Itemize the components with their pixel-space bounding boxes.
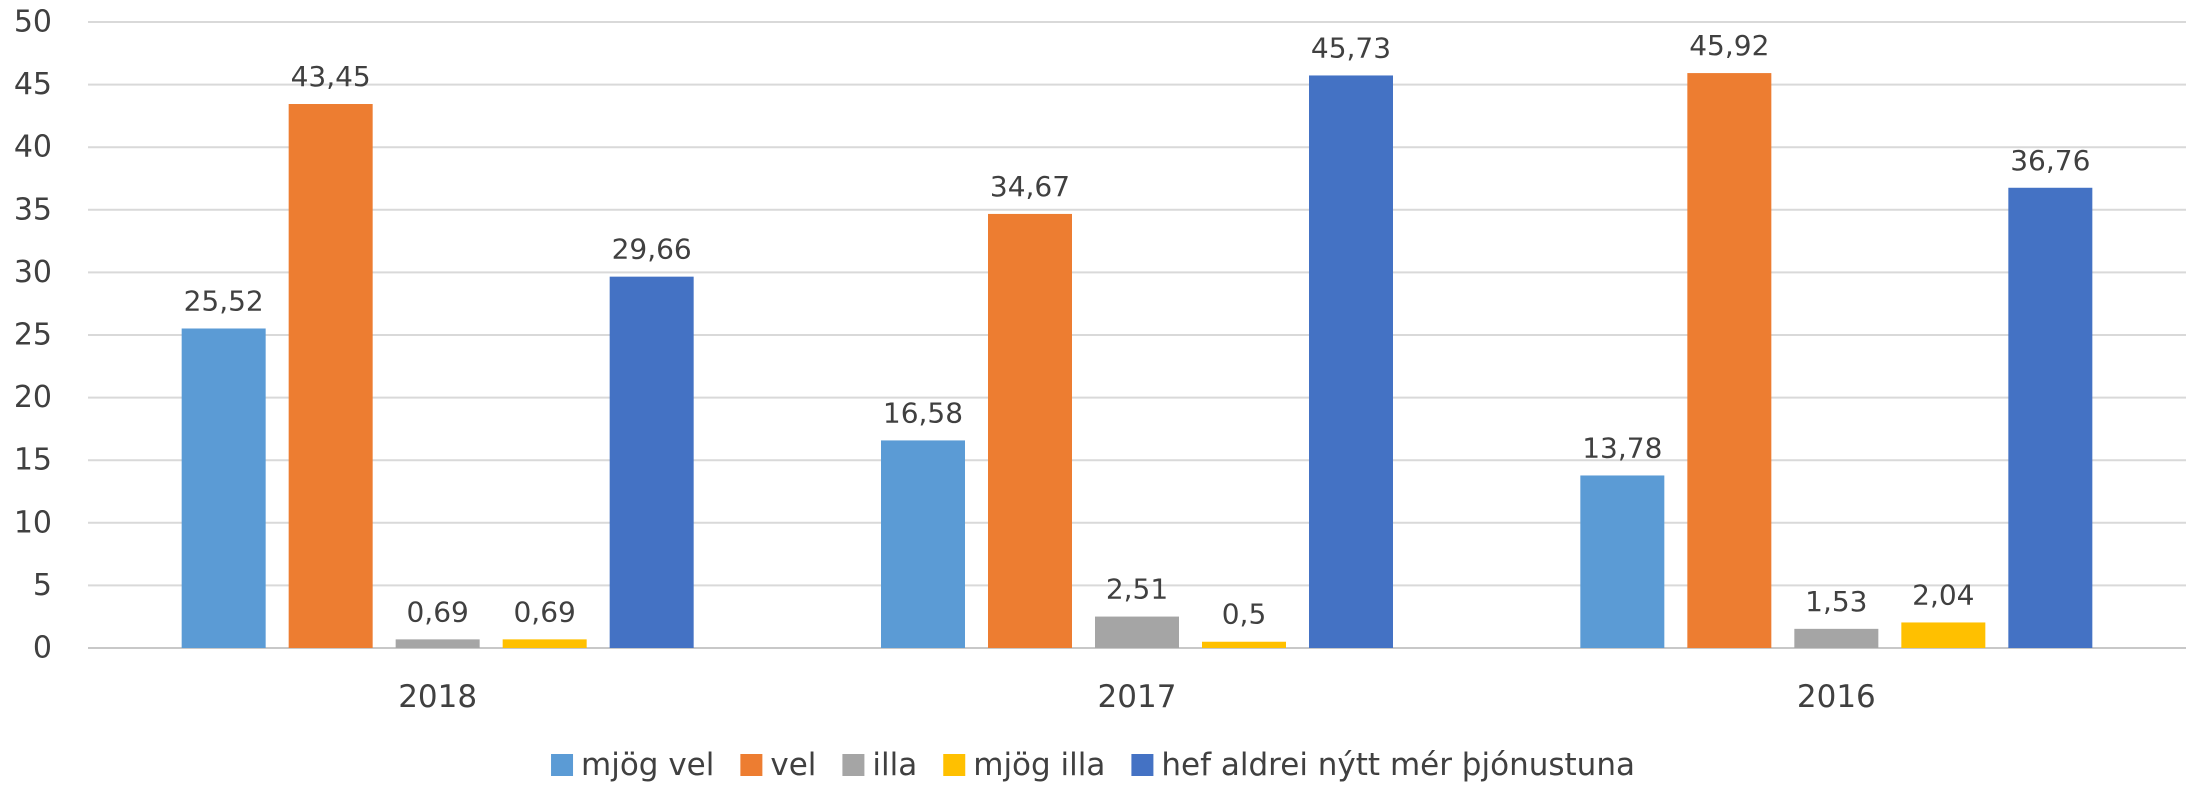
bar: [288, 104, 373, 649]
data-label: 36,76: [2010, 144, 2090, 177]
bar: [1794, 628, 1879, 648]
bar: [1687, 73, 1772, 648]
data-label: 34,67: [990, 170, 1070, 203]
data-labels: 25,52 43,45 0,69 0,69 29,66 16,58 34,67 2,51 0,5…: [184, 29, 2091, 631]
y-tick-label: 0: [33, 631, 52, 666]
y-axis-ticks: 0 5 10 15 20 25 30 35 40 45 50: [14, 5, 52, 666]
legend-entry-label: mjög illa: [973, 747, 1105, 783]
x-category-label: 2016: [1797, 679, 1876, 715]
legend: mjög vel vel illa mjög illa hef aldrei nýtt …: [551, 747, 1635, 783]
data-label: 13,78: [1582, 431, 1662, 464]
x-category-label: 2017: [1098, 679, 1177, 715]
y-tick-label: 30: [14, 255, 52, 290]
bars: [181, 73, 2093, 649]
y-tick-label: 20: [14, 380, 52, 415]
bar: [609, 276, 694, 648]
legend-swatch: [943, 754, 966, 776]
y-tick-label: 50: [14, 5, 52, 40]
y-tick-label: 15: [14, 443, 52, 478]
x-category-label: 2018: [398, 679, 477, 715]
legend-entry-label: hef aldrei nýtt mér þjónustuna: [1161, 747, 1635, 783]
y-tick-label: 25: [14, 318, 52, 353]
bar: [1202, 641, 1286, 648]
data-label: 2,51: [1106, 573, 1168, 606]
data-label: 0,5: [1222, 598, 1267, 631]
bar: [2008, 187, 2093, 648]
y-tick-label: 40: [14, 130, 52, 165]
legend-swatch: [740, 754, 763, 776]
legend-entry-label: mjög vel: [581, 747, 714, 783]
bar: [395, 639, 480, 648]
x-axis-categories: 2018 2017 2016: [398, 679, 1876, 715]
bar: [1901, 622, 1986, 648]
legend-swatch: [842, 754, 865, 776]
data-label: 0,69: [406, 595, 468, 628]
bar: [1095, 616, 1179, 648]
data-label: 16,58: [883, 396, 963, 429]
data-label: 25,52: [184, 284, 264, 317]
bar: [181, 328, 266, 648]
data-label: 1,53: [1805, 585, 1867, 618]
bar: [502, 639, 587, 648]
y-tick-label: 10: [14, 505, 52, 540]
y-tick-label: 5: [33, 568, 52, 603]
data-label: 0,69: [513, 595, 575, 628]
legend-swatch: [551, 754, 574, 776]
y-tick-label: 35: [14, 192, 52, 227]
bar: [1309, 75, 1393, 649]
data-label: 2,04: [1912, 578, 1974, 611]
data-label: 45,92: [1689, 29, 1769, 62]
bar: [1580, 475, 1665, 648]
legend-entry-label: illa: [872, 747, 917, 783]
legend-entry-label: vel: [770, 747, 816, 783]
data-label: 45,73: [1311, 31, 1391, 64]
gridlines: [88, 21, 2186, 649]
y-tick-label: 45: [14, 67, 52, 102]
data-label: 29,66: [612, 233, 692, 266]
legend-swatch: [1131, 754, 1154, 776]
bar: [988, 213, 1072, 649]
bar: [881, 440, 965, 648]
data-label: 43,45: [291, 60, 371, 93]
